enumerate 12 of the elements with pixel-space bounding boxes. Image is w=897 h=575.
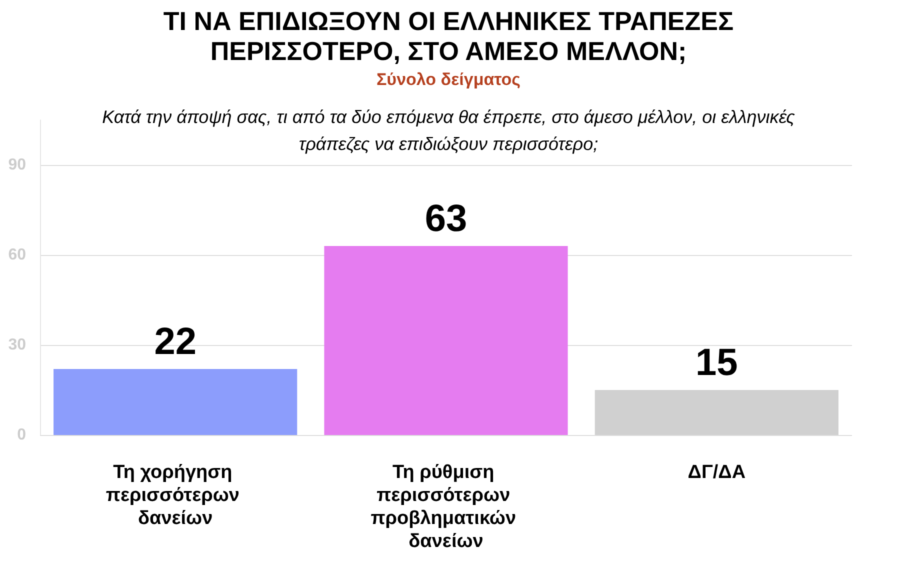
bar bbox=[594, 390, 838, 435]
data-label: 15 bbox=[696, 342, 738, 384]
x-tick-label: Τη χορήγηση περισσότερων δανείων bbox=[106, 462, 245, 529]
x-tick-label: Τη ρύθμιση περισσότερων προβληματικών δανείων bbox=[370, 462, 522, 552]
data-label: 63 bbox=[424, 198, 468, 240]
chart-subtitle: Σύνολο δείγματος bbox=[375, 70, 522, 90]
x-tick-label: ΔΓ/ΔΑ bbox=[688, 462, 746, 483]
chart-title: ΤΙ ΝΑ ΕΠΙΔΙΩΞΟΥΝ ΟΙ ΕΛΛΗΝΙΚΕΣ ΤΡΑΠΕΖΕΣ ΠΕΡΙΣΣΟΤΕΡΟ, ΣΤΟ ΑΜΕΣΟ ΜΕΛΛΟΝ; bbox=[162, 6, 735, 66]
bar bbox=[324, 246, 568, 435]
annotation: Κατά την άποψή σας, τι από τα δύο επόμενα θα έπρεπε, στο άμεσο μέλλον, οι ελληνικές τράπεζες να επιδιώξουν περισσότερο; bbox=[101, 106, 796, 156]
data-label: 22 bbox=[154, 321, 196, 363]
bar bbox=[54, 369, 298, 435]
